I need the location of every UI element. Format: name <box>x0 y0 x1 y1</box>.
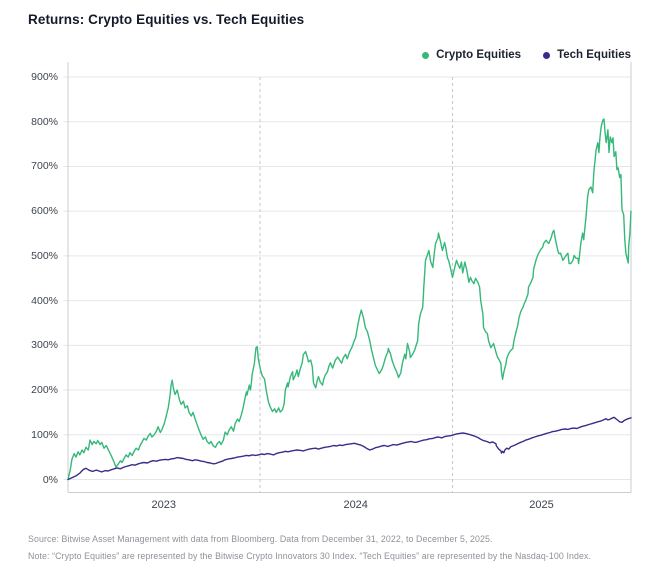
y-axis-label: 100% <box>31 428 58 441</box>
x-axis-label-2025: 2025 <box>529 499 554 511</box>
footer-source: Source: Bitwise Asset Management with da… <box>28 534 493 544</box>
legend-item-crypto-equities: Crypto Equities <box>422 49 521 61</box>
y-axis-label: 800% <box>31 115 58 128</box>
x-axis-label-2024: 2024 <box>343 499 368 511</box>
tech-series-dot-icon <box>543 51 551 59</box>
y-axis-label: 0% <box>42 473 58 486</box>
crypto-series-dot-icon <box>422 51 430 59</box>
footer-note: Note: “Crypto Equities” are represented … <box>28 551 592 561</box>
y-axis-label: 500% <box>31 249 58 262</box>
y-axis-label: 700% <box>31 160 58 173</box>
legend-item-tech-equities: Tech Equities <box>543 49 631 61</box>
x-axis-label-2023: 2023 <box>151 499 176 511</box>
series-line-tech-equities <box>67 416 632 481</box>
y-axis-label: 900% <box>31 71 58 83</box>
y-axis-label: 600% <box>31 205 58 218</box>
legend-label-crypto: Crypto Equities <box>436 49 522 61</box>
series-line-crypto-equities <box>67 118 632 481</box>
chart-legend: Crypto Equities Tech Equities <box>422 49 631 61</box>
y-axis-label: 400% <box>31 294 58 307</box>
legend-label-tech: Tech Equities <box>557 49 631 61</box>
y-axis-label: 200% <box>31 384 58 397</box>
chart-title: Returns: Crypto Equities vs. Tech Equiti… <box>28 12 305 27</box>
y-axis-label: 300% <box>31 339 58 352</box>
